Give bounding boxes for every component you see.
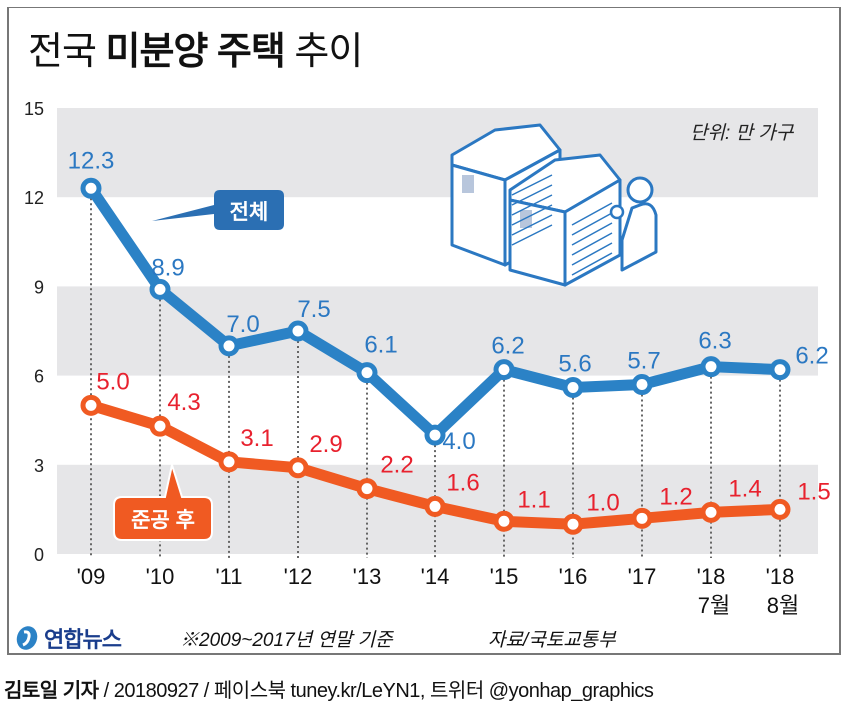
- total-point: [493, 359, 515, 381]
- x-tick-label: '12: [284, 564, 313, 589]
- footer-note: ※2009~2017년 연말 기준: [180, 630, 393, 651]
- after-completion-point: [769, 498, 791, 520]
- total-data-label: 12.3: [68, 147, 115, 174]
- total-data-label: 7.0: [226, 311, 259, 338]
- total-data-label: 5.7: [627, 348, 660, 375]
- after-completion-data-label: 1.1: [517, 486, 550, 513]
- total-data-label: 8.9: [151, 254, 184, 281]
- after-completion-data-label: 1.2: [659, 483, 692, 510]
- x-tick-label: '16: [559, 564, 588, 589]
- after-completion-data-label: 2.2: [380, 452, 413, 479]
- total-data-label: 6.2: [795, 343, 828, 370]
- after-completion-point: [700, 501, 722, 523]
- after-completion-data-label: 2.9: [309, 431, 342, 458]
- logo-text: 연합뉴스: [44, 627, 122, 652]
- total-point: [218, 335, 240, 357]
- title-part-1: 전국: [28, 31, 97, 73]
- x-tick-label: '14: [421, 564, 450, 589]
- y-tick-label: 6: [34, 367, 44, 387]
- yonhap-logo: 연합뉴스: [14, 622, 122, 654]
- title-part-2: 미분양 주택: [105, 31, 285, 73]
- y-tick-label: 15: [24, 99, 44, 119]
- total-data-label: 6.2: [491, 333, 524, 360]
- apartment-building-illustration: [450, 123, 658, 287]
- total-point: [149, 278, 171, 300]
- after-completion-data-label: 1.4: [728, 475, 761, 502]
- callout-after-label: 준공 후: [131, 508, 195, 532]
- x-tick-label: '18: [766, 564, 795, 589]
- after-completion-point: [631, 507, 653, 529]
- total-point: [769, 359, 791, 381]
- after-completion-data-label: 5.0: [96, 368, 129, 395]
- credit-line: 김토일 기자 / 20180927 / 페이스북 tuney.kr/LeYN1,…: [4, 674, 654, 703]
- total-data-label: 6.3: [698, 328, 731, 355]
- after-completion-data-label: 4.3: [167, 389, 200, 416]
- unit-label: 단위: 만 가구: [690, 123, 794, 144]
- after-completion-point: [493, 510, 515, 532]
- callout-total-shape: [152, 190, 284, 230]
- y-tick-label: 3: [34, 456, 44, 476]
- total-data-label: 4.0: [442, 428, 475, 455]
- grid-band: [57, 286, 818, 376]
- credit-details: / 20180927 / 페이스북 tuney.kr/LeYN1, 트위터 @y…: [103, 680, 654, 702]
- after-completion-point: [80, 394, 102, 416]
- after-completion-point: [562, 513, 584, 535]
- total-point: [356, 362, 378, 384]
- callout-total-label: 전체: [230, 201, 269, 224]
- series-after-completion: 5.0 4.3 3.1 2.9 2.2 1.6 1.1 1.0 1.2 1.4 1.5: [80, 368, 831, 535]
- x-tick-label: '18: [697, 564, 726, 589]
- x-tick-label: '13: [353, 564, 382, 589]
- series-callouts: 전체 준공 후: [113, 190, 284, 541]
- total-point: [562, 376, 584, 398]
- after-completion-point: [218, 451, 240, 473]
- total-point: [631, 374, 653, 396]
- after-completion-data-label: 1.6: [446, 469, 479, 496]
- title-part-3: 추이: [294, 31, 363, 73]
- total-point: [287, 320, 309, 342]
- series-total: 12.3 8.9 7.0 7.5 6.1 4.0 6.2 5.6 5.7 6.3 6.2: [68, 147, 829, 455]
- x-tick-sublabel: 7월: [698, 593, 730, 618]
- after-completion-point: [356, 478, 378, 500]
- after-completion-point: [149, 415, 171, 437]
- after-completion-data-label: 3.1: [240, 425, 273, 452]
- x-tick-label: '10: [146, 564, 175, 589]
- x-tick-label: '17: [628, 564, 657, 589]
- callout-after-shape: [113, 461, 213, 541]
- total-point: [700, 356, 722, 378]
- after-completion-data-label: 1.0: [586, 489, 619, 516]
- chart-title: 전국 미분양 주택 추이: [28, 20, 363, 75]
- x-tick-sublabel: 8월: [767, 593, 799, 618]
- x-tick-label: '11: [215, 564, 242, 589]
- after-completion-point: [424, 495, 446, 517]
- y-tick-label: 9: [34, 277, 44, 297]
- y-tick-label: 12: [24, 188, 44, 208]
- x-tick-label: '15: [490, 564, 519, 589]
- after-completion-point: [287, 457, 309, 479]
- total-point: [80, 177, 102, 199]
- total-data-label: 7.5: [297, 296, 330, 323]
- y-axis-ticks: 0 3 6 9 12 15: [24, 99, 44, 565]
- y-tick-label: 0: [34, 545, 44, 565]
- credit-author: 김토일 기자: [4, 680, 99, 702]
- total-data-label: 5.6: [558, 350, 591, 377]
- x-axis-labels: '09 '10 '11 '12 '13 '14 '15 '16 '17 '18 7월 '18 8월: [77, 564, 800, 618]
- total-point: [424, 424, 446, 446]
- after-completion-data-label: 1.5: [797, 478, 830, 505]
- footer-source: 자료/국토교통부: [488, 630, 616, 651]
- total-data-label: 6.1: [364, 332, 397, 359]
- x-tick-label: '09: [77, 564, 106, 589]
- grid-band: [57, 108, 818, 198]
- yonhap-logo-icon: [16, 626, 38, 650]
